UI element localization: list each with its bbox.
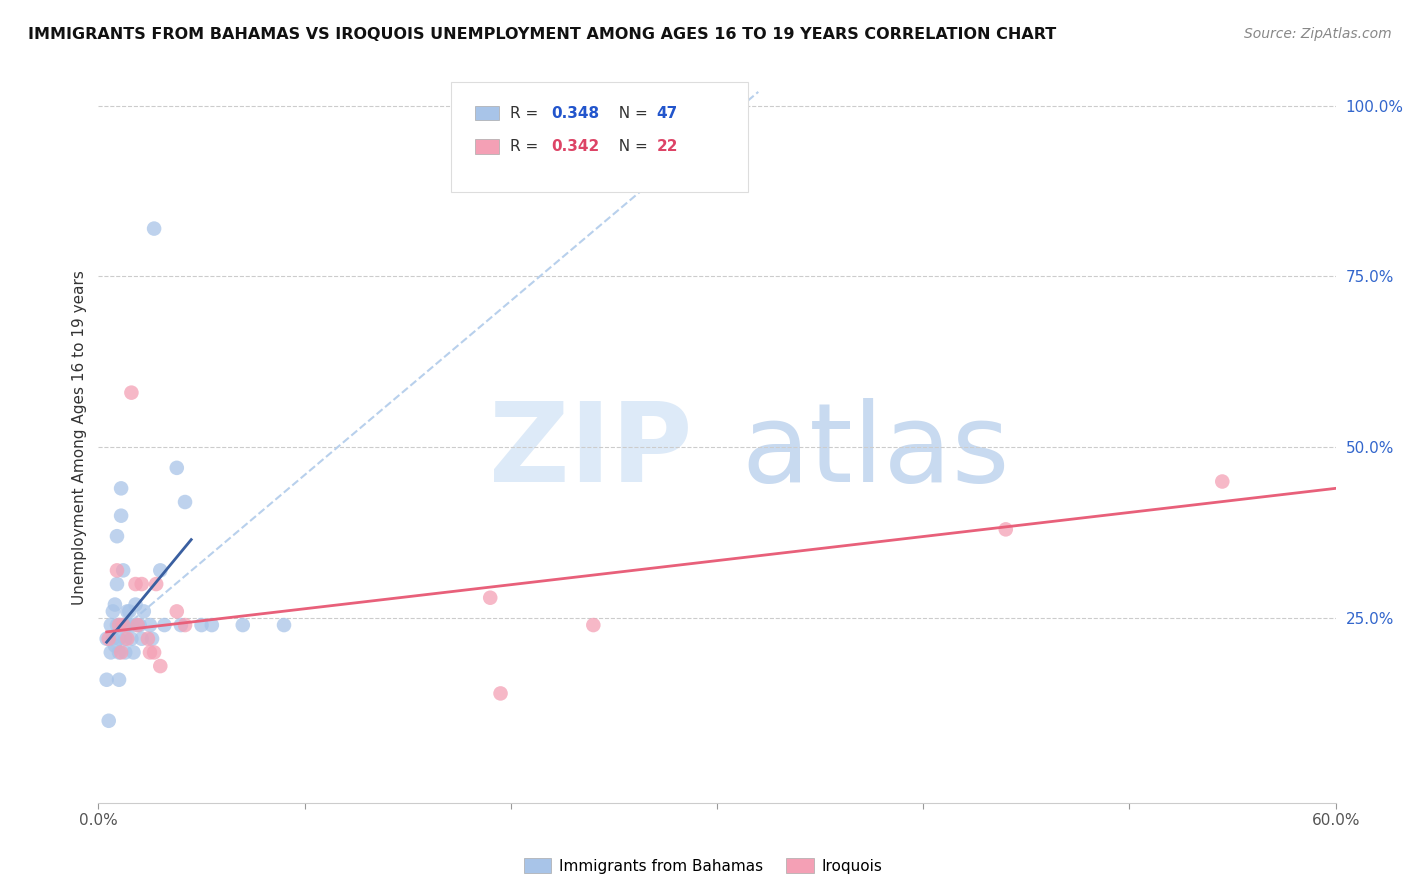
Legend: Immigrants from Bahamas, Iroquois: Immigrants from Bahamas, Iroquois bbox=[517, 852, 889, 880]
Point bbox=[479, 591, 502, 605]
Point bbox=[112, 563, 135, 577]
Text: N =: N = bbox=[609, 139, 652, 154]
Point bbox=[101, 632, 124, 646]
Text: 47: 47 bbox=[657, 105, 678, 120]
Text: 0.348: 0.348 bbox=[551, 105, 599, 120]
Point bbox=[128, 618, 150, 632]
Point bbox=[131, 632, 153, 646]
Point bbox=[174, 495, 197, 509]
Point bbox=[166, 604, 188, 618]
Point bbox=[108, 645, 131, 659]
Point bbox=[96, 632, 118, 646]
Point bbox=[166, 460, 188, 475]
Point bbox=[127, 618, 149, 632]
Point bbox=[141, 632, 163, 646]
Point bbox=[110, 645, 132, 659]
Point bbox=[104, 639, 127, 653]
Point bbox=[122, 645, 145, 659]
Text: R =: R = bbox=[510, 105, 544, 120]
Point bbox=[124, 598, 146, 612]
Point bbox=[232, 618, 254, 632]
Point bbox=[110, 618, 132, 632]
Text: 22: 22 bbox=[657, 139, 678, 154]
Point bbox=[132, 604, 155, 618]
Point bbox=[108, 632, 131, 646]
Point bbox=[124, 577, 146, 591]
Text: atlas: atlas bbox=[742, 398, 1011, 505]
Point bbox=[114, 645, 136, 659]
Point bbox=[149, 659, 172, 673]
Point bbox=[139, 645, 162, 659]
Point bbox=[582, 618, 605, 632]
Point bbox=[170, 618, 193, 632]
Point bbox=[108, 673, 131, 687]
Point bbox=[105, 563, 128, 577]
Point bbox=[489, 686, 512, 700]
Point bbox=[105, 529, 128, 543]
Text: Source: ZipAtlas.com: Source: ZipAtlas.com bbox=[1244, 27, 1392, 41]
Point bbox=[120, 385, 142, 400]
Point bbox=[139, 618, 162, 632]
Point bbox=[114, 632, 136, 646]
Point bbox=[108, 618, 131, 632]
Point bbox=[105, 618, 128, 632]
FancyBboxPatch shape bbox=[475, 106, 499, 120]
Point bbox=[104, 598, 127, 612]
Point bbox=[112, 618, 135, 632]
Text: ZIP: ZIP bbox=[489, 398, 692, 505]
Point bbox=[117, 632, 139, 646]
Point bbox=[112, 618, 135, 632]
Text: IMMIGRANTS FROM BAHAMAS VS IROQUOIS UNEMPLOYMENT AMONG AGES 16 TO 19 YEARS CORRE: IMMIGRANTS FROM BAHAMAS VS IROQUOIS UNEM… bbox=[28, 27, 1056, 42]
Text: N =: N = bbox=[609, 105, 652, 120]
Point bbox=[145, 577, 167, 591]
Point bbox=[120, 618, 142, 632]
Point bbox=[149, 563, 172, 577]
Text: R =: R = bbox=[510, 139, 544, 154]
Point bbox=[100, 645, 122, 659]
Point bbox=[110, 481, 132, 495]
Point bbox=[105, 577, 128, 591]
Point bbox=[117, 604, 139, 618]
Point bbox=[190, 618, 212, 632]
Point bbox=[110, 508, 132, 523]
Point bbox=[273, 618, 295, 632]
FancyBboxPatch shape bbox=[451, 82, 748, 192]
Point bbox=[97, 632, 120, 646]
Y-axis label: Unemployment Among Ages 16 to 19 years: Unemployment Among Ages 16 to 19 years bbox=[72, 269, 87, 605]
Point bbox=[118, 604, 141, 618]
Point bbox=[143, 221, 166, 235]
Point bbox=[120, 632, 142, 646]
Point bbox=[136, 632, 159, 646]
Point bbox=[96, 673, 118, 687]
Point bbox=[127, 618, 149, 632]
Point bbox=[117, 618, 139, 632]
Point bbox=[153, 618, 176, 632]
Point bbox=[100, 618, 122, 632]
Point bbox=[143, 645, 166, 659]
FancyBboxPatch shape bbox=[475, 139, 499, 154]
Text: 0.342: 0.342 bbox=[551, 139, 599, 154]
Point bbox=[1211, 475, 1233, 489]
Point bbox=[201, 618, 224, 632]
Point bbox=[994, 522, 1017, 536]
Point bbox=[101, 604, 124, 618]
Point bbox=[108, 618, 131, 632]
Point bbox=[131, 577, 153, 591]
Point bbox=[174, 618, 197, 632]
Point bbox=[97, 714, 120, 728]
Point bbox=[114, 618, 136, 632]
